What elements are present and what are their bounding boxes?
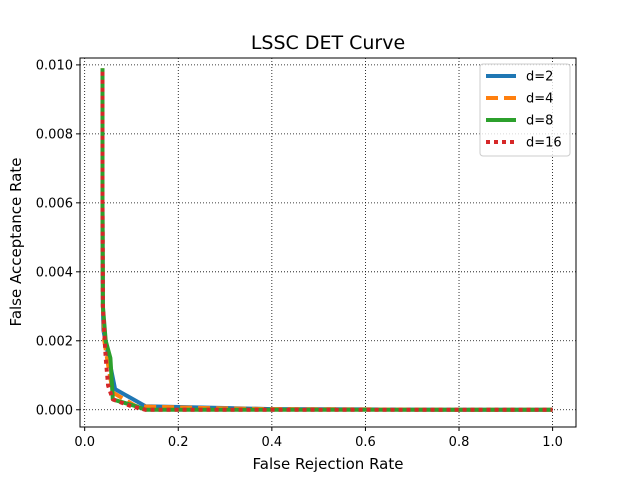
legend-label: d=2 bbox=[526, 70, 553, 85]
y-tick-label: 0.010 bbox=[36, 58, 73, 73]
x-tick-label: 1.0 bbox=[542, 435, 563, 450]
x-axis: 0.0 0.2 0.4 0.6 0.8 1.0 bbox=[74, 427, 563, 450]
y-axis: 0.000 0.002 0.004 0.006 0.008 0.010 bbox=[36, 58, 80, 418]
y-tick-label: 0.008 bbox=[36, 127, 73, 142]
x-tick-label: 0.8 bbox=[449, 435, 470, 450]
y-tick-label: 0.006 bbox=[36, 196, 73, 211]
x-tick-label: 0.6 bbox=[355, 435, 376, 450]
x-tick-label: 0.4 bbox=[262, 435, 283, 450]
legend-label: d=4 bbox=[526, 92, 553, 107]
chart-title: LSSC DET Curve bbox=[251, 32, 405, 54]
y-tick-label: 0.004 bbox=[36, 265, 73, 280]
legend-label: d=8 bbox=[526, 114, 553, 129]
x-tick-label: 0.0 bbox=[74, 435, 95, 450]
y-axis-label: False Acceptance Rate bbox=[7, 158, 25, 327]
plot-frame bbox=[79, 57, 577, 428]
x-tick-label: 0.2 bbox=[168, 435, 189, 450]
series-line bbox=[100, 71, 553, 412]
x-axis-label: False Rejection Rate bbox=[253, 455, 404, 473]
y-tick-label: 0.002 bbox=[36, 334, 73, 349]
legend-box bbox=[479, 63, 571, 157]
y-tick-label: 0.000 bbox=[36, 403, 73, 418]
series-layer bbox=[100, 68, 553, 412]
legend-label: d=16 bbox=[526, 136, 562, 151]
legend: d=2 d=4 d=8 d=16 bbox=[479, 63, 571, 157]
